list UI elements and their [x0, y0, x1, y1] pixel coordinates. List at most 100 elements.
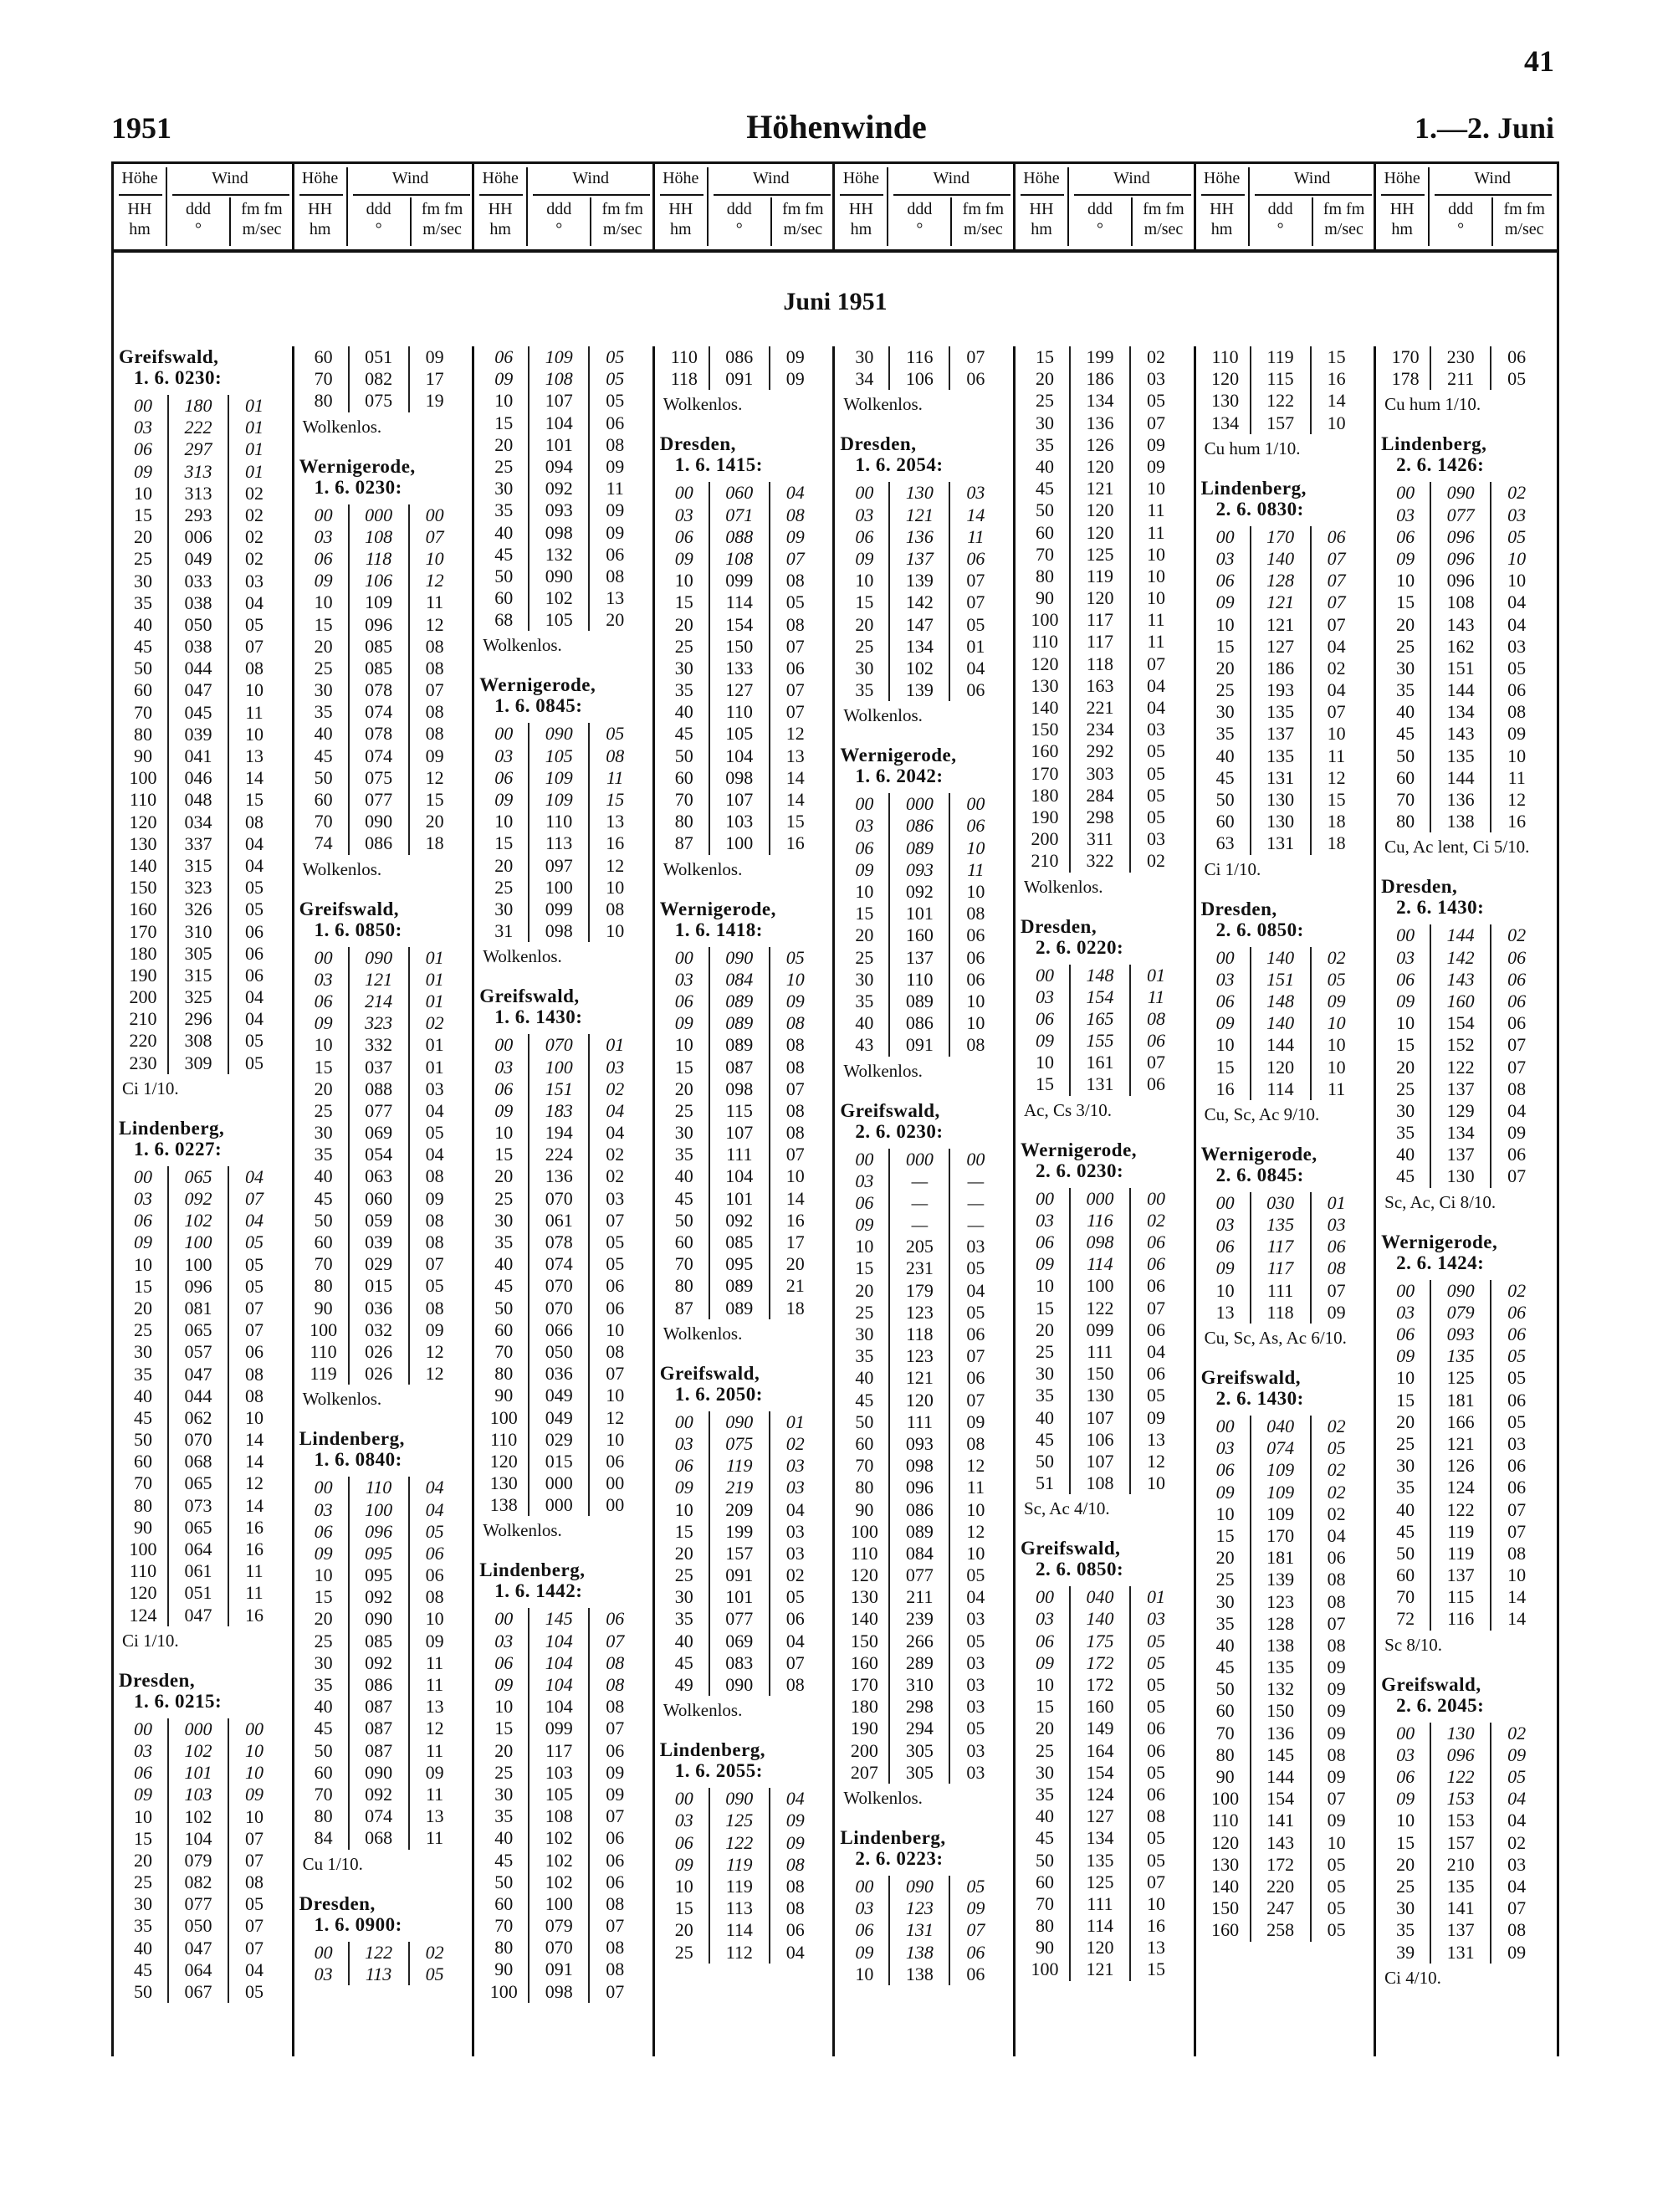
height-cell: 25: [1035, 1739, 1054, 1761]
table-row: 50 075 12: [299, 766, 466, 789]
direction-cell: 102: [528, 1849, 591, 1871]
observation-time: 1. 6. 2054:: [855, 454, 944, 476]
table-row: 110 086 09: [660, 346, 826, 369]
direction-cell: 093: [1430, 1324, 1492, 1346]
height-cell: 25: [134, 1319, 152, 1341]
height-cell: 45: [1035, 1428, 1054, 1450]
table-row: 25 091 02: [660, 1564, 826, 1587]
table-row: 50 135 05: [1021, 1849, 1187, 1871]
height-cell: 09: [1035, 1253, 1054, 1275]
speed-cell: 07: [966, 1919, 985, 1941]
height-cell: 25: [674, 1564, 693, 1586]
table-row: 45 038 07: [119, 636, 285, 658]
station-block: 30 116 07 34 106 06 Wolkenlos.: [840, 346, 1006, 415]
speed-cell: 10: [245, 1406, 263, 1428]
station-block: Lindenberg, 2. 6. 1426: 00 090 02 03 077 03 06 09…: [1381, 433, 1550, 858]
speed-cell: 12: [425, 766, 444, 788]
header-divider: [1491, 197, 1494, 246]
direction-cell: 006: [167, 526, 229, 549]
direction-cell: 131: [1068, 1073, 1131, 1096]
table-row: 60 047 10: [119, 679, 285, 702]
height-cell: 10: [134, 1805, 152, 1827]
station-block: Lindenberg, 1. 6. 2055: 00 090 04 03 125 09 06 12…: [660, 1739, 826, 1964]
table-row: 10 111 07: [1201, 1279, 1368, 1302]
header-ff: fm fm m/sec: [591, 199, 653, 239]
table-row: 180 305 06: [119, 942, 285, 965]
speed-cell: 06: [966, 1941, 985, 1963]
table-row: 06 165 08: [1021, 1007, 1187, 1031]
header-column: Höhe Wind HH hm ddd ° fm fm m/sec: [294, 164, 475, 249]
speed-cell: 10: [966, 1498, 985, 1520]
direction-cell: 088: [708, 525, 770, 548]
table-row: 170 303 05: [1021, 762, 1187, 785]
cloud-note: Ci 4/10.: [1384, 1967, 1441, 1988]
speed-cell: 06: [1507, 1477, 1527, 1498]
direction-cell: 127: [1249, 635, 1312, 658]
table-row: 09 219 03: [660, 1477, 826, 1499]
table-row: 25 135 04: [1381, 1875, 1550, 1898]
speed-cell: 04: [606, 1099, 625, 1121]
height-cell: 170: [850, 1674, 878, 1695]
speed-cell: 07: [785, 1651, 805, 1673]
header-ddd: ddd °: [888, 199, 950, 239]
table-row: 30 077 05: [119, 1893, 285, 1916]
speed-cell: 16: [785, 1209, 805, 1231]
table-row: 00 130 03: [840, 482, 1006, 504]
table-row: 09 103 09: [119, 1784, 285, 1806]
station-name: Dresden,: [840, 433, 917, 455]
speed-cell: 10: [1146, 478, 1165, 499]
speed-cell: 14: [785, 789, 805, 810]
table-row: 80 145 08: [1201, 1743, 1368, 1766]
speed-cell: 09: [1507, 1941, 1527, 1963]
direction-cell: 106: [888, 368, 951, 391]
table-row: 150 266 05: [840, 1630, 1006, 1652]
height-cell: 03: [1215, 547, 1235, 569]
speed-cell: 11: [1147, 521, 1165, 543]
table-row: 100 032 09: [299, 1318, 466, 1341]
header-ff: fm fm m/sec: [1493, 199, 1555, 239]
height-cell: 100: [1031, 1959, 1059, 1980]
header-ff-label: fm fm: [241, 200, 283, 218]
height-cell: 60: [134, 679, 152, 701]
table-row: 00 040 02: [1201, 1416, 1368, 1438]
speed-cell: 03: [245, 570, 263, 591]
direction-cell: 315: [167, 854, 229, 878]
direction-cell: 092: [347, 1651, 410, 1674]
height-cell: 60: [1215, 1700, 1235, 1722]
direction-cell: 106: [1068, 1428, 1131, 1451]
table-row: 10 096 10: [1381, 570, 1550, 592]
observation-time: 2. 6. 0845:: [1215, 1164, 1304, 1185]
speed-cell: 05: [1146, 1651, 1165, 1673]
direction-cell: 040: [1249, 1416, 1312, 1438]
direction-cell: 138: [1249, 1634, 1312, 1657]
height-cell: 15: [1215, 635, 1235, 657]
height-cell: 15: [314, 1586, 333, 1608]
height-cell: 15: [1035, 1297, 1054, 1318]
direction-cell: 138: [1430, 811, 1492, 833]
direction-cell: 224: [528, 1144, 591, 1166]
direction-cell: 110: [708, 701, 770, 724]
height-cell: 30: [494, 478, 514, 499]
height-cell: 06: [1396, 1324, 1415, 1344]
direction-cell: 164: [1068, 1739, 1131, 1762]
data-column: 15 199 02 20 186 03 25 134 05 30 136 07 35 126 09 40 120…: [1016, 346, 1196, 2056]
direction-cell: 222: [167, 417, 229, 439]
speed-cell: 02: [1507, 1279, 1527, 1301]
height-cell: 25: [314, 1099, 333, 1121]
station-block: Dresden, 1. 6. 2054: 00 130 03 03 121 14 06 136 11…: [840, 433, 1006, 726]
direction-cell: 114: [1068, 1915, 1131, 1938]
direction-cell: 230: [1430, 346, 1492, 369]
table-row: 160 258 05: [1201, 1919, 1368, 1942]
table-row: 00 090 05: [840, 1875, 1006, 1898]
direction-cell: 143: [1430, 968, 1492, 991]
direction-cell: 090: [528, 565, 591, 588]
height-cell: 70: [855, 1455, 874, 1477]
height-cell: 20: [674, 1919, 693, 1941]
header-ff-label: fm fm: [1143, 200, 1184, 218]
data-column: 110 119 15 120 115 16 130 122 14 134 157 10 Cu hum 1…: [1196, 346, 1377, 2056]
table-row: 25 164 06: [1021, 1739, 1187, 1762]
header-divider: [166, 167, 167, 246]
direction-cell: 104: [708, 745, 770, 767]
direction-cell: 239: [888, 1608, 951, 1631]
direction-cell: 313: [167, 460, 229, 483]
